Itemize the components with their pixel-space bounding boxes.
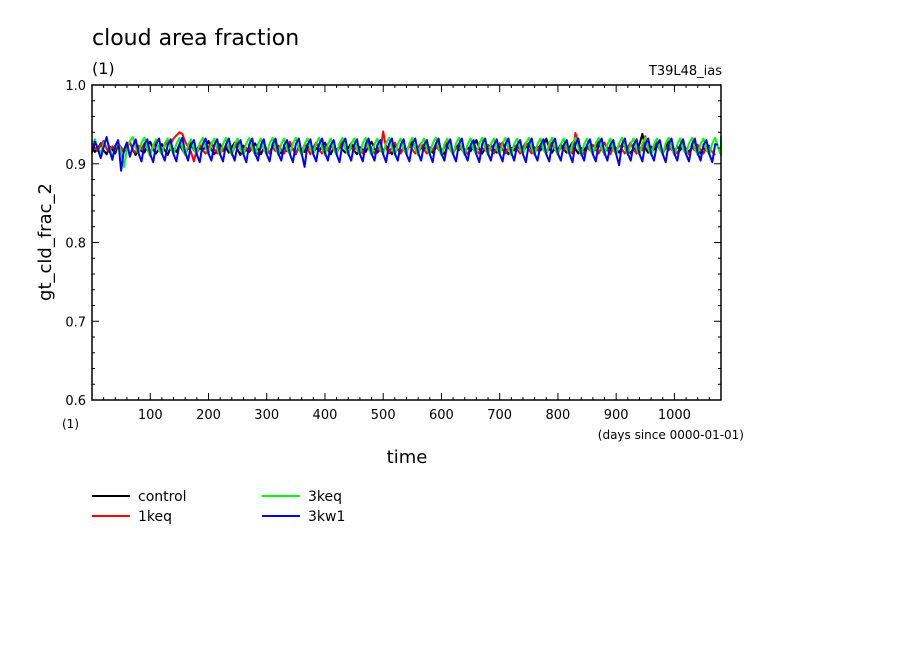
- x-tick-label: 600: [429, 408, 454, 423]
- series-line-3kw1: [91, 136, 719, 172]
- x-tick-label: 200: [196, 408, 221, 423]
- y-tick-label: 0.6: [65, 394, 86, 409]
- x-tick-label: 900: [604, 408, 629, 423]
- legend-label-control: control: [138, 489, 187, 505]
- legend-label-3keq: 3keq: [308, 489, 342, 505]
- legend-label-1keq: 1keq: [138, 509, 172, 525]
- y-axis-label: gt_cld_frac_2: [35, 183, 56, 301]
- series-layer: [91, 130, 722, 172]
- y-tick-label: 1.0: [65, 79, 86, 94]
- model-label: T39L48_ias: [648, 64, 722, 79]
- plot-frame: [91, 84, 722, 401]
- x-axis-label: time: [387, 447, 428, 468]
- y-axis-units: (1): [62, 417, 79, 431]
- x-tick-label: 800: [546, 408, 571, 423]
- title-units: (1): [92, 59, 115, 78]
- y-tick-label: 0.9: [65, 158, 86, 173]
- ticks-layer: 100 200 300 400 500 600 700 800 900 1000 0.6 0.7 0.8…: [65, 79, 721, 423]
- y-tick-label: 0.8: [65, 237, 86, 252]
- y-tick-label: 0.7: [65, 315, 86, 330]
- x-tick-label: 400: [313, 408, 338, 423]
- x-tick-label: 100: [138, 408, 163, 423]
- x-axis-units: (days since 0000-01-01): [598, 428, 744, 442]
- x-tick-label: 500: [371, 408, 396, 423]
- chart-title: cloud area fraction: [92, 26, 299, 51]
- legend: control 1keq 3keq 3kw1: [92, 489, 345, 525]
- x-tick-label: 300: [254, 408, 279, 423]
- legend-label-3kw1: 3kw1: [308, 509, 345, 525]
- x-tick-label: 1000: [658, 408, 691, 423]
- x-tick-label: 700: [487, 408, 512, 423]
